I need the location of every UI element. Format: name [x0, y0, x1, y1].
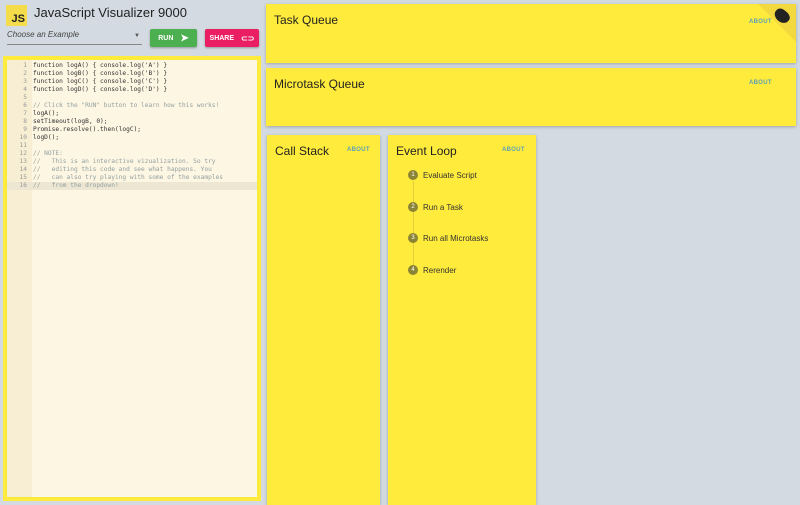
share-label: SHARE	[209, 34, 235, 42]
send-icon: ➤	[180, 32, 189, 44]
code-text[interactable]: function logC() { console.log('C') }	[33, 78, 168, 85]
line-number: 6	[23, 102, 27, 109]
code-text[interactable]: setTimeout(logB, 0);	[33, 118, 108, 125]
share-button[interactable]: SHARE ⊂⊃	[205, 29, 259, 47]
line-number: 10	[19, 134, 27, 141]
code-text[interactable]: logA();	[33, 110, 60, 117]
call-stack-panel: Call Stack ABOUT	[267, 135, 380, 505]
line-number: 3	[23, 78, 27, 85]
code-line[interactable]: 11	[7, 142, 257, 150]
event-loop-about-link[interactable]: ABOUT	[502, 147, 525, 153]
line-number: 11	[19, 142, 27, 149]
event-loop-step: 3 Run all Microtasks	[408, 233, 488, 243]
link-icon: ⊂⊃	[241, 33, 255, 43]
code-line[interactable]: 3 function logC() { console.log('C') }	[7, 78, 257, 86]
line-number: 14	[19, 166, 27, 173]
step-number: 1	[408, 170, 418, 180]
event-loop-panel: Event Loop ABOUT 1 Evaluate Script 2 Run a…	[388, 135, 536, 505]
line-number: 15	[19, 174, 27, 181]
microtask-queue-title: Microtask Queue	[274, 77, 365, 91]
microtask-queue-panel: Microtask Queue ABOUT	[266, 68, 796, 126]
step-label: Run all Microtasks	[423, 233, 489, 243]
code-text[interactable]: // can also try playing with some of the…	[33, 174, 223, 181]
line-number: 7	[23, 110, 27, 117]
code-line[interactable]: 5	[7, 94, 257, 102]
code-line[interactable]: 10 logD();	[7, 134, 257, 142]
code-text[interactable]: // from the dropdown!	[33, 182, 119, 189]
code-line[interactable]: 9 Promise.resolve().then(logC);	[7, 126, 257, 134]
line-gutter	[7, 60, 32, 497]
code-line[interactable]: 14 // editing this code and see what happ…	[7, 166, 257, 174]
code-text[interactable]: function logD() { console.log('D') }	[33, 86, 168, 93]
event-loop-step: 1 Evaluate Script	[408, 170, 477, 180]
code-line[interactable]: 8 setTimeout(logB, 0);	[7, 118, 257, 126]
line-number: 16	[19, 182, 27, 189]
call-stack-about-link[interactable]: ABOUT	[347, 147, 370, 153]
code-text[interactable]: function logB() { console.log('B') }	[33, 70, 168, 77]
dropdown-arrow-icon: ▼	[134, 33, 140, 39]
event-loop-step: 2 Run a Task	[408, 202, 463, 212]
event-loop-title: Event Loop	[396, 144, 457, 158]
run-button[interactable]: RUN ➤	[150, 29, 197, 47]
code-text[interactable]: Promise.resolve().then(logC);	[33, 126, 142, 133]
code-line[interactable]: 1 function logA() { console.log('A') }	[7, 62, 257, 70]
line-number: 9	[23, 126, 27, 133]
step-number: 4	[408, 265, 418, 275]
code-line[interactable]: 4 function logD() { console.log('D') }	[7, 86, 257, 94]
code-text[interactable]: logD();	[33, 134, 60, 141]
example-select[interactable]: Choose an Example ▼	[7, 30, 142, 45]
code-text[interactable]: // NOTE:	[33, 150, 63, 157]
step-number: 3	[408, 233, 418, 243]
js-logo: JS	[6, 5, 27, 26]
code-line[interactable]: 7 logA();	[7, 110, 257, 118]
line-number: 4	[23, 86, 27, 93]
call-stack-title: Call Stack	[275, 144, 330, 158]
code-text[interactable]: // This is an interactive vizualization.…	[33, 158, 216, 165]
code-line[interactable]: 15 // can also try playing with some of t…	[7, 174, 257, 182]
step-connector	[413, 181, 414, 269]
code-editor[interactable]: 1 function logA() { console.log('A') } 2 fu…	[3, 56, 261, 501]
code-line[interactable]: 16 // from the dropdown!	[7, 182, 257, 190]
task-queue-panel: Task Queue ABOUT	[266, 4, 796, 63]
step-label: Run a Task	[423, 202, 463, 212]
step-label: Rerender	[423, 265, 457, 275]
code-line[interactable]: 13 // This is an interactive vizualizatio…	[7, 158, 257, 166]
example-select-placeholder: Choose an Example	[7, 30, 80, 39]
code-line[interactable]: 2 function logB() { console.log('B') }	[7, 70, 257, 78]
line-number: 2	[23, 70, 27, 77]
code-line[interactable]: 6 // Click the "RUN" button to learn how …	[7, 102, 257, 110]
step-number: 2	[408, 202, 418, 212]
code-text[interactable]: // editing this code and see what happen…	[33, 166, 212, 173]
line-number: 12	[19, 150, 27, 157]
app-title: JavaScript Visualizer 9000	[34, 5, 187, 20]
run-label: RUN	[158, 34, 174, 42]
event-loop-step: 4 Rerender	[408, 265, 456, 275]
line-number: 5	[23, 94, 27, 101]
microtask-queue-about-link[interactable]: ABOUT	[749, 80, 772, 86]
step-label: Evaluate Script	[423, 170, 477, 180]
line-number: 1	[23, 62, 27, 69]
code-line[interactable]: 12 // NOTE:	[7, 150, 257, 158]
line-number: 8	[23, 118, 27, 125]
code-text[interactable]: function logA() { console.log('A') }	[33, 62, 168, 69]
task-queue-title: Task Queue	[274, 13, 339, 27]
line-number: 13	[19, 158, 27, 165]
code-lines[interactable]: 1 function logA() { console.log('A') } 2 fu…	[7, 62, 257, 190]
code-text[interactable]: // Click the "RUN" button to learn how t…	[33, 102, 220, 109]
